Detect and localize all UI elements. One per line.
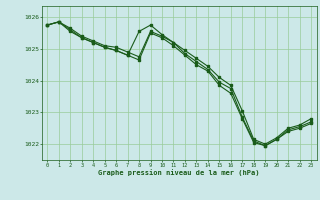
X-axis label: Graphe pression niveau de la mer (hPa): Graphe pression niveau de la mer (hPa) bbox=[99, 169, 260, 176]
